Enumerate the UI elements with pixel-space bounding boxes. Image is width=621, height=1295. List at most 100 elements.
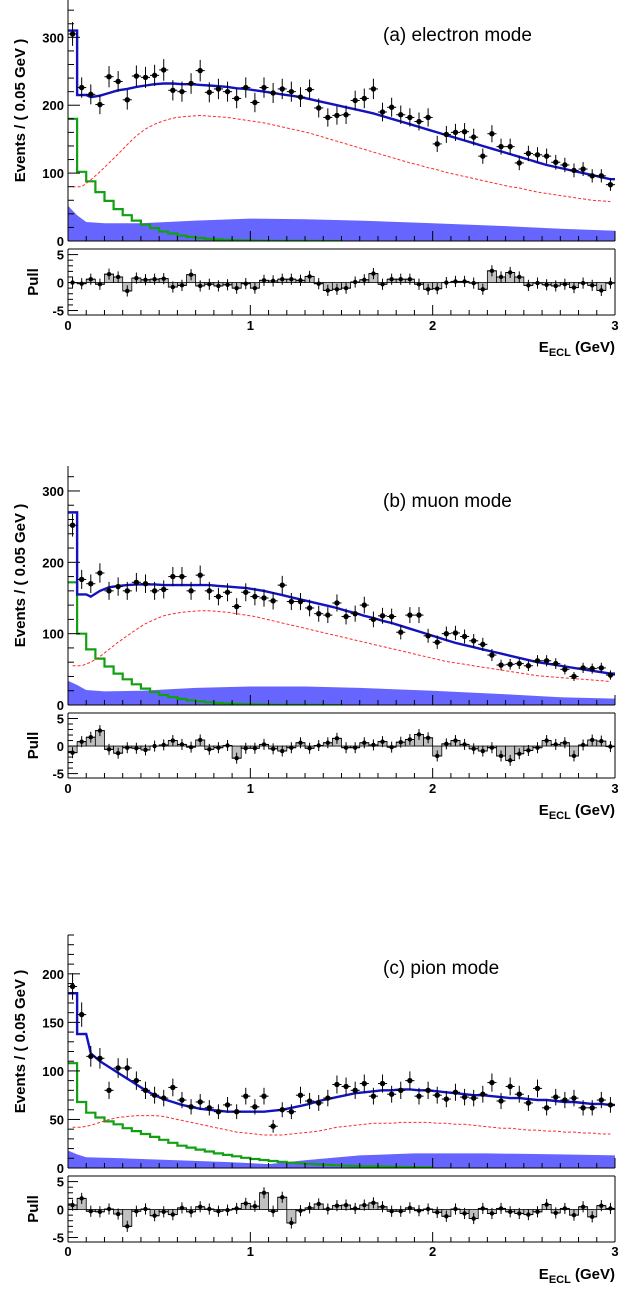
y-tick-label: 200 [42,98,64,113]
pull-point [125,1224,130,1229]
data-point [352,1087,358,1094]
data-point [188,80,194,87]
pull-point [197,737,203,743]
data-point [343,112,349,118]
panel-label: (a) electron mode [383,25,532,46]
pull-point [225,1207,230,1213]
data-point [224,88,231,95]
data-point [106,74,112,80]
data-point [598,665,605,671]
x-axis-title-sub: ECL [549,347,571,359]
data-point [489,652,495,658]
data-point [316,105,322,111]
data-point [88,1053,94,1060]
pull-point [407,737,413,742]
pull-point [407,277,413,282]
data-point [69,31,76,37]
pull-point [489,268,495,274]
panel-label: (c) pion mode [383,958,499,979]
pull-point [207,1206,212,1212]
data-point [461,129,468,135]
pull-point [389,1209,394,1214]
data-point [261,595,267,601]
pull-point [380,1204,385,1209]
data-point [452,630,459,636]
pull-axis-title: Pull [25,268,42,296]
pull-point [416,1208,422,1213]
data-point [416,612,422,618]
x-axis-title-unit: (GeV) [571,1266,615,1283]
data-point [388,104,395,110]
x-axis-title: EECL (GeV) [539,1266,615,1286]
data-point [589,665,595,672]
pull-point [243,281,248,286]
x-axis-title-sub: ECL [549,810,571,822]
data-point [206,588,213,594]
data-point [525,1100,532,1106]
data-point [161,1095,167,1101]
pull-point [170,284,176,290]
pull-point [562,1206,568,1211]
data-points [68,22,615,191]
pull-point [207,747,212,752]
pull-point [608,280,613,286]
y-axis-title: Events / ( 0.05 GeV ) [12,970,29,1113]
pull-point [489,1211,495,1216]
data-point [562,162,568,168]
pull-point [280,277,285,282]
data-point [133,1077,140,1084]
pull-point [316,743,321,748]
pull-point [444,741,449,747]
pull-point [389,744,394,750]
pull-point [425,287,431,292]
pull-point [453,1206,458,1212]
data-point [407,1077,413,1084]
data-point [161,67,167,73]
pull-axis-title: Pull [25,1195,42,1223]
data-point [553,660,559,667]
pull-point [544,738,549,743]
pull-point [270,746,276,752]
data-point [534,1085,541,1092]
pull-point [270,278,276,284]
pull-point [88,1209,93,1214]
pull-point [526,1212,531,1217]
data-point [425,1087,431,1094]
combinatorial-background-fill [68,1150,615,1168]
data-point [334,600,340,606]
pull-point [389,277,394,282]
data-point [580,1105,586,1111]
data-point [170,87,176,93]
pull-point [261,1190,267,1195]
pull-point [398,739,403,745]
data-point [498,143,504,150]
pull-point [97,1209,103,1214]
pull-point [125,745,130,750]
pull-point [444,280,449,285]
pull-point [553,742,558,747]
pull-point [507,1209,513,1214]
data-point [343,613,349,620]
pull-point [307,274,312,279]
pull-point [407,1205,413,1211]
data-point [434,141,440,147]
data-point [379,613,386,619]
pull-point [298,740,303,745]
data-point [334,112,340,119]
data-point [252,99,258,106]
x-tick-label: 3 [611,318,618,333]
data-point [151,588,158,594]
pull-point [134,275,139,281]
y-tick-label: 200 [42,967,64,982]
y-tick-label: 50 [50,1112,64,1127]
data-point [370,86,377,92]
data-point [197,572,203,578]
data-point [206,89,213,96]
data-point [106,1087,112,1094]
pull-point [462,279,467,284]
data-point [270,598,276,604]
x-axis-title-unit: (GeV) [571,339,615,356]
data-point [151,72,158,79]
x-tick-label: 0 [64,1244,71,1259]
